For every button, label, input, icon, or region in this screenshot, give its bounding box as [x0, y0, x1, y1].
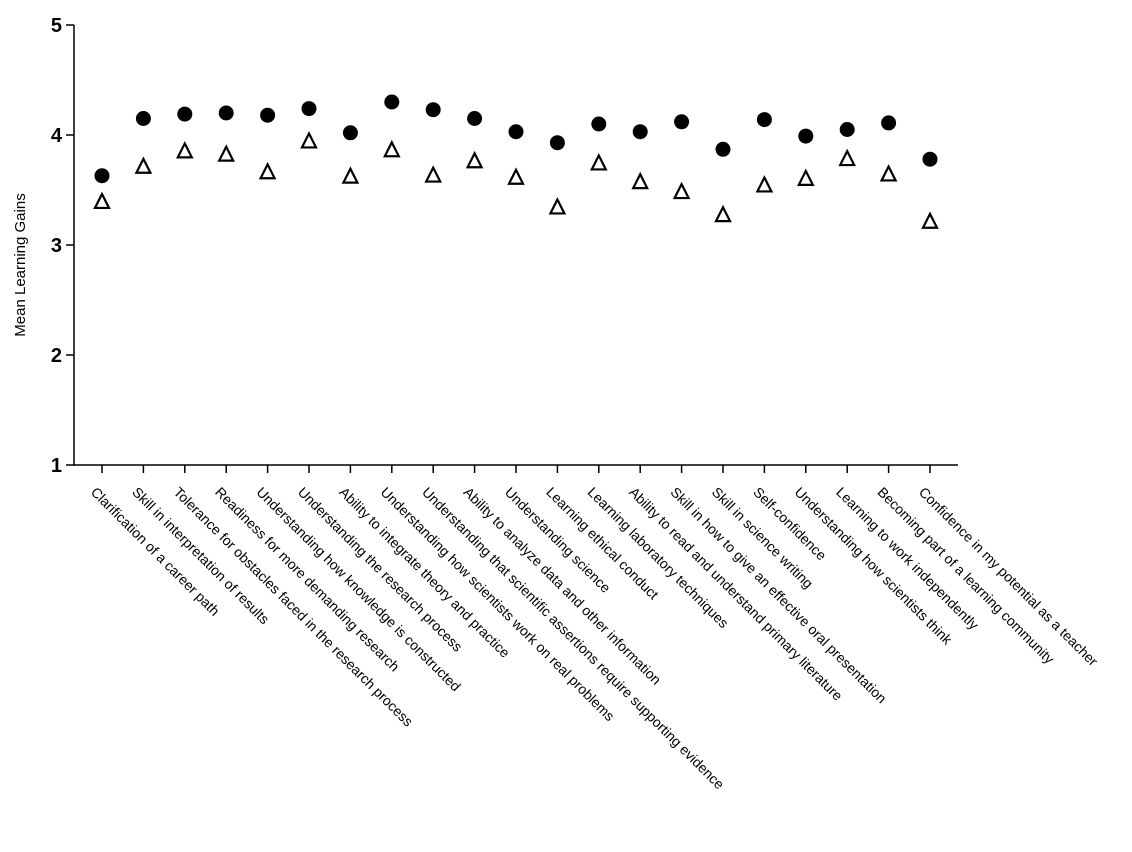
data-marks	[93, 94, 939, 229]
data-point-circle	[384, 94, 400, 110]
data-point-circle	[798, 128, 814, 144]
data-point-triangle	[341, 166, 360, 184]
data-point-circle	[177, 106, 193, 122]
data-point-circle	[342, 125, 358, 141]
y-tick-label: 2	[51, 345, 62, 367]
data-point-triangle	[714, 204, 732, 223]
data-point-triangle	[424, 165, 442, 183]
data-point-circle	[674, 114, 690, 130]
data-point-circle	[94, 168, 110, 184]
data-point-circle	[301, 101, 317, 117]
data-point-triangle	[465, 150, 484, 169]
data-point-triangle	[755, 175, 774, 193]
data-point-triangle	[797, 168, 815, 186]
data-point-triangle	[507, 167, 525, 185]
data-point-circle	[218, 105, 234, 121]
data-point-circle	[881, 115, 897, 131]
data-point-triangle	[838, 148, 856, 167]
y-tick-label: 5	[51, 15, 62, 37]
data-point-circle	[508, 124, 524, 140]
data-point-triangle	[631, 171, 649, 190]
y-tick-label: 4	[51, 125, 63, 147]
data-point-circle	[715, 141, 731, 157]
data-point-circle	[839, 122, 855, 137]
data-point-triangle	[590, 153, 608, 171]
data-point-triangle	[383, 139, 401, 158]
data-point-circle	[260, 107, 276, 123]
data-point-circle	[756, 112, 772, 128]
data-point-circle	[425, 102, 441, 118]
y-tick-label: 1	[51, 455, 62, 477]
data-point-circle	[922, 151, 938, 167]
x-tick-label: Self-confidence	[750, 484, 830, 564]
y-tick-label: 3	[51, 235, 62, 257]
data-point-circle	[591, 116, 607, 132]
y-axis-label: Mean Learning Gains	[12, 193, 29, 336]
data-point-triangle	[300, 131, 318, 149]
data-point-circle	[549, 135, 565, 151]
y-axis: 1 2 3 4 5	[51, 15, 75, 477]
data-point-triangle	[548, 197, 567, 215]
data-point-triangle	[217, 144, 235, 162]
data-point-triangle	[921, 211, 939, 229]
x-tick-label: Becoming part of a learning community	[874, 484, 1057, 667]
data-point-triangle	[134, 156, 153, 174]
data-point-circle	[632, 124, 648, 140]
data-point-triangle	[879, 164, 898, 182]
data-point-circle	[467, 111, 483, 126]
data-point-triangle	[176, 140, 194, 159]
data-point-triangle	[258, 161, 277, 180]
data-point-circle	[135, 111, 151, 126]
data-point-triangle	[93, 191, 111, 210]
data-point-triangle	[672, 181, 691, 200]
